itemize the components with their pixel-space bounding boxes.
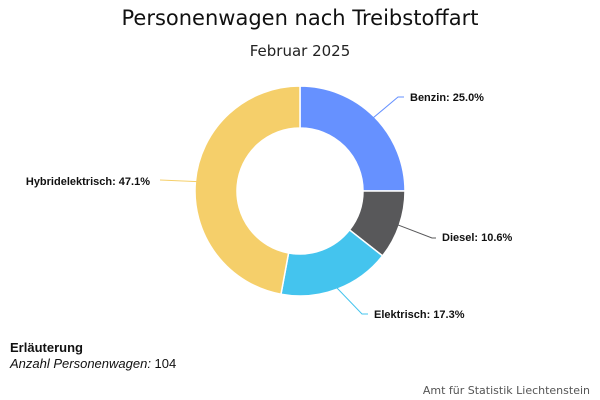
leader-line-benzin <box>372 96 404 119</box>
leader-line-elektrisch <box>336 287 368 315</box>
slice-benzin[interactable] <box>299 85 406 192</box>
explanation-label: Anzahl Personenwagen: <box>10 356 151 371</box>
data-label-benzin: Benzin: 25.0% <box>410 92 484 104</box>
leader-lines-group <box>159 96 436 315</box>
labels-group: Benzin: 25.0% Diesel: 10.6% Elektrisch: 17… <box>26 92 513 321</box>
explanation-note: Erläuterung Anzahl Personenwagen: 104 <box>10 340 176 372</box>
explanation-heading: Erläuterung <box>10 340 83 355</box>
source-credit: Amt für Statistik Liechtenstein <box>422 384 590 397</box>
leader-line-hybridelektrisch <box>159 179 198 183</box>
slice-hybridelektrisch[interactable] <box>194 85 301 296</box>
slices-group <box>194 85 406 297</box>
data-label-hybridelektrisch: Hybridelektrisch: 47.1% <box>26 176 150 188</box>
explanation-line: Anzahl Personenwagen: 104 <box>10 356 176 372</box>
chart-subtitle: Februar 2025 <box>249 42 351 60</box>
data-label-elektrisch: Elektrisch: 17.3% <box>374 309 465 321</box>
leader-line-diesel <box>397 224 436 239</box>
explanation-value: 104 <box>150 356 177 371</box>
data-label-diesel: Diesel: 10.6% <box>442 232 513 244</box>
chart-title: Personenwagen nach Treibstoffart <box>121 6 479 30</box>
